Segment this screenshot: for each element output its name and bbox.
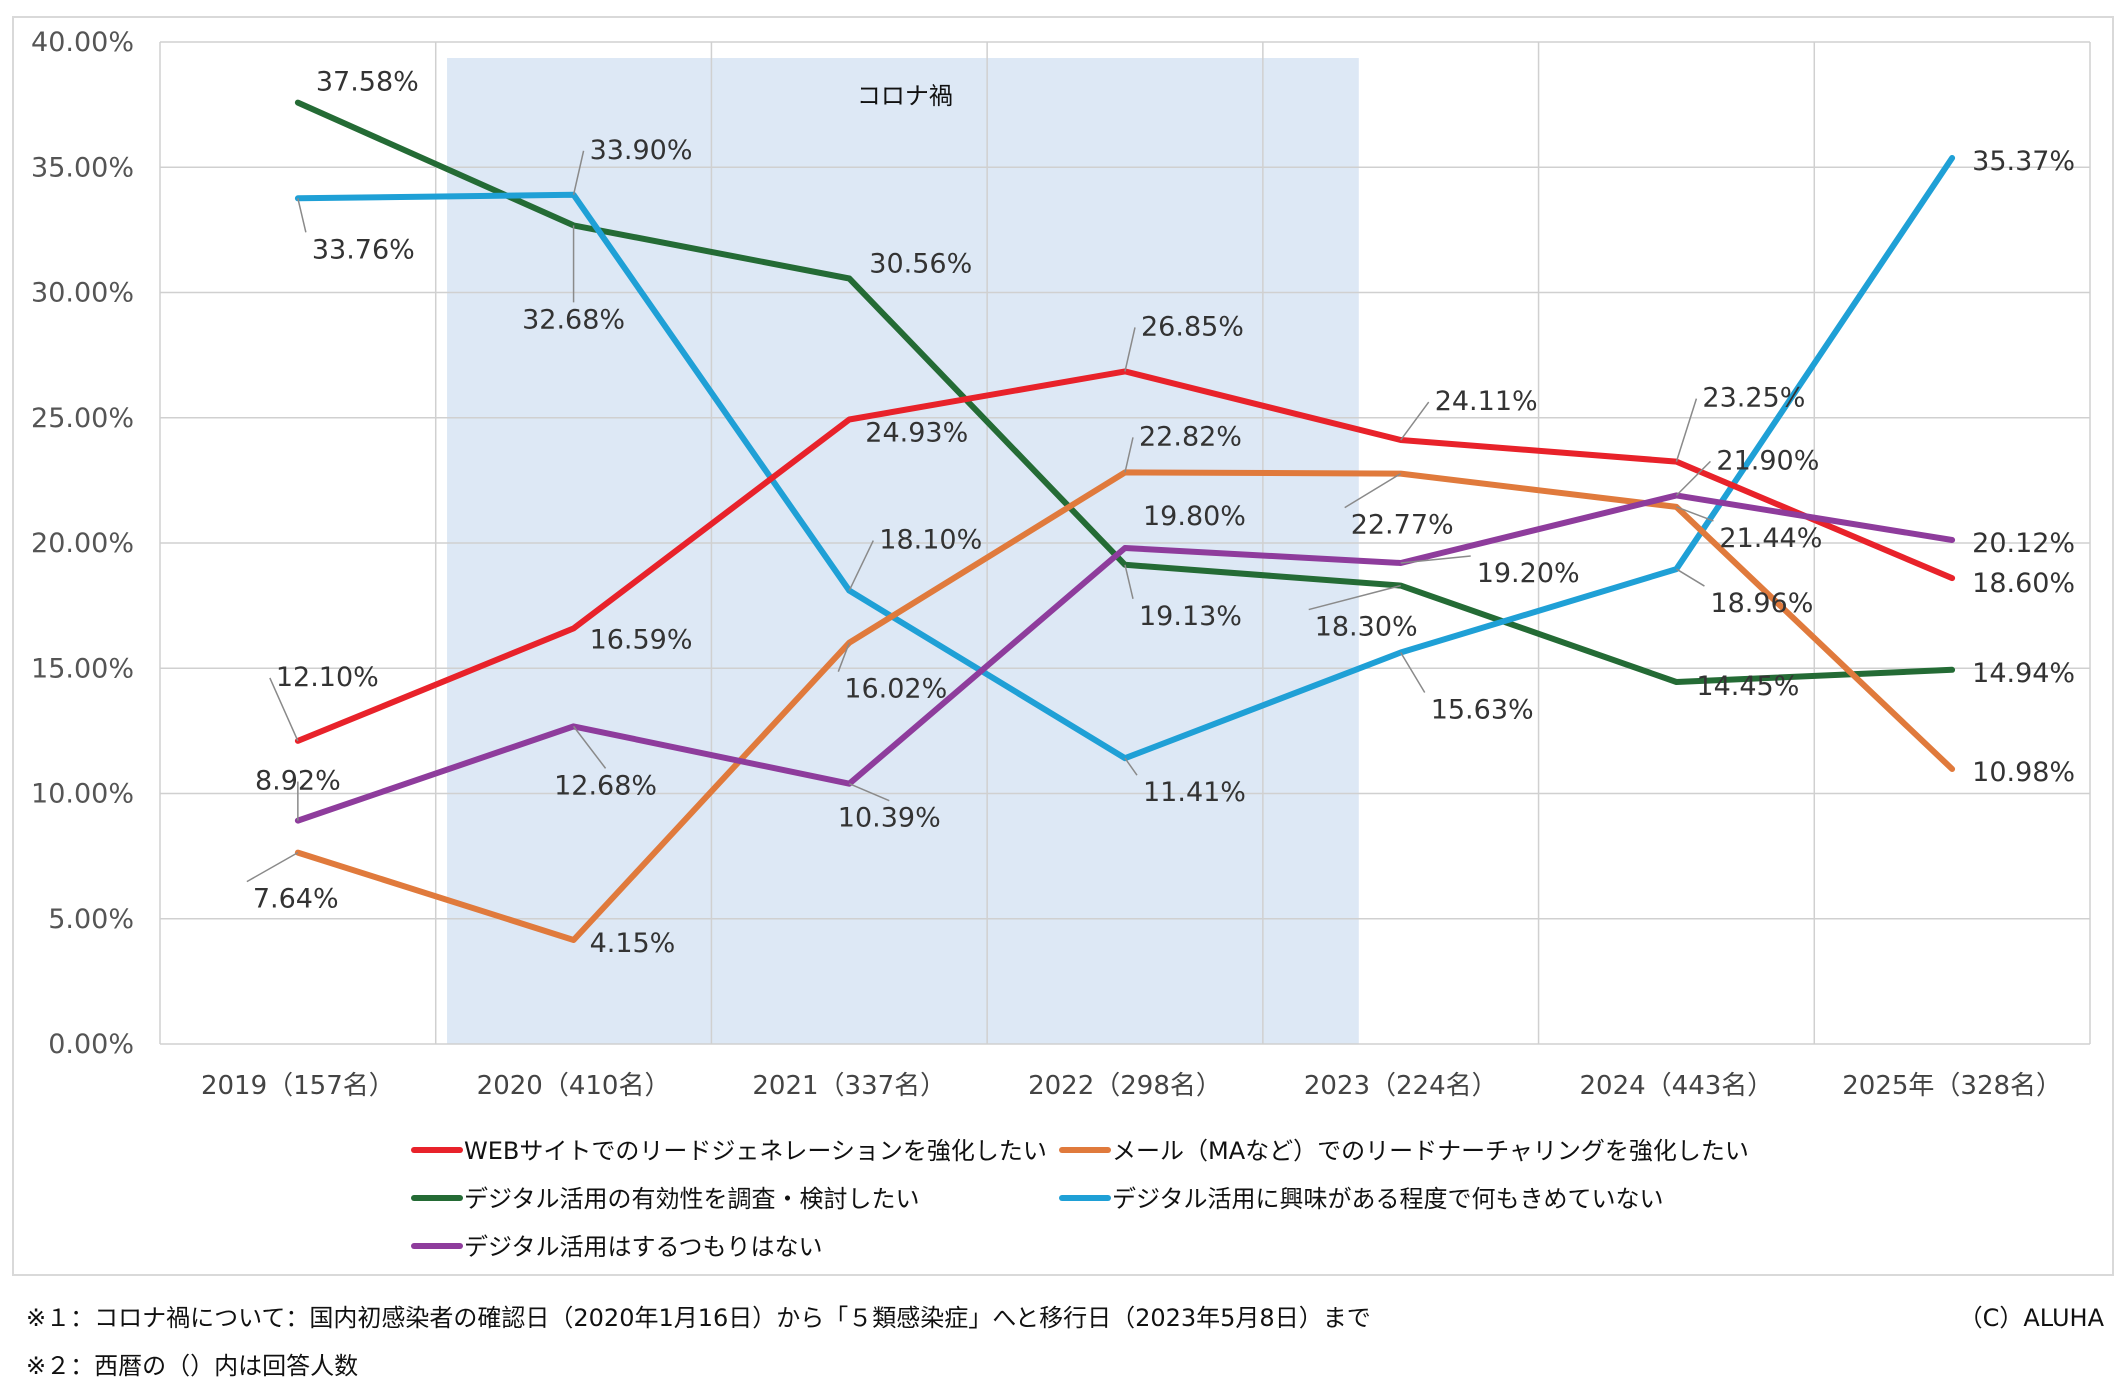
data-label: 4.15% xyxy=(590,928,676,959)
data-label-leader xyxy=(1676,506,1714,522)
chart-frame xyxy=(12,16,2114,1276)
data-label: 19.20% xyxy=(1477,558,1580,589)
x-tick-label: 2025年（328名） xyxy=(1842,1071,2062,1101)
data-label: 19.80% xyxy=(1143,501,1246,532)
data-label: 14.94% xyxy=(1972,658,2075,689)
data-label-leader xyxy=(1675,460,1711,496)
legend-label: デジタル活用はするつもりはない xyxy=(464,1233,823,1261)
legend-label: デジタル活用に興味がある程度で何もきめていない xyxy=(1112,1185,1664,1213)
data-label: 12.68% xyxy=(554,770,657,801)
data-label-leader xyxy=(1676,568,1705,587)
data-label-leader xyxy=(1124,327,1136,372)
data-label: 20.12% xyxy=(1972,528,2075,559)
x-tick-label: 2021（337名） xyxy=(752,1071,946,1101)
data-label-leader xyxy=(1124,564,1134,599)
data-label-leader xyxy=(848,783,890,802)
legend-label: デジタル活用の有効性を調査・検討したい xyxy=(464,1185,920,1213)
data-label-leader xyxy=(1400,555,1471,564)
legend-label: メール（MAなど）でのリードナーチャリングを強化したい xyxy=(1112,1137,1749,1165)
data-label: 19.13% xyxy=(1139,601,1242,632)
legend-label: WEBサイトでのリードジェネレーションを強化したい xyxy=(464,1137,1047,1165)
data-label: 23.25% xyxy=(1702,383,1805,414)
data-label-leader xyxy=(837,642,850,672)
x-tick-label: 2023（224名） xyxy=(1304,1071,1498,1101)
data-label: 12.10% xyxy=(276,662,379,693)
data-label: 16.59% xyxy=(590,624,693,655)
y-tick-label: 10.00% xyxy=(31,779,134,810)
data-label-leader xyxy=(572,150,585,195)
data-label-leader xyxy=(1344,472,1402,509)
data-label: 33.90% xyxy=(590,135,693,166)
data-label: 10.39% xyxy=(838,803,941,834)
y-tick-label: 25.00% xyxy=(31,403,134,434)
data-label: 7.64% xyxy=(253,884,339,915)
data-label-leader xyxy=(1400,401,1430,441)
data-label: 37.58% xyxy=(316,67,419,98)
data-label: 21.90% xyxy=(1716,445,1819,476)
data-label: 11.41% xyxy=(1143,777,1246,808)
data-label: 22.82% xyxy=(1139,421,1242,452)
data-label-leader xyxy=(1308,584,1401,611)
copyright-text: （C）ALUHA xyxy=(1958,1304,2104,1332)
data-label-leader xyxy=(848,540,874,591)
data-label: 26.85% xyxy=(1141,311,1244,342)
y-tick-label: 40.00% xyxy=(31,27,134,58)
y-tick-label: 30.00% xyxy=(31,278,134,309)
data-label: 18.30% xyxy=(1315,612,1418,643)
data-label: 21.44% xyxy=(1719,523,1822,554)
data-label: 14.45% xyxy=(1696,671,1799,702)
data-label-leader xyxy=(1124,757,1138,776)
data-label: 32.68% xyxy=(522,304,625,335)
data-label: 10.98% xyxy=(1972,757,2075,788)
y-tick-label: 5.00% xyxy=(48,904,134,935)
x-tick-label: 2024（443名） xyxy=(1580,1071,1774,1101)
data-label: 15.63% xyxy=(1431,694,1534,725)
footnote-1: ※１：コロナ禍について：国内初感染者の確認日（2020年1月16日）から「５類感… xyxy=(26,1304,1371,1332)
data-label-leader xyxy=(269,677,299,742)
x-tick-label: 2022（298名） xyxy=(1028,1071,1222,1101)
data-label-leader xyxy=(1400,652,1426,693)
data-label-leader xyxy=(1124,437,1134,473)
data-label: 18.60% xyxy=(1972,568,2075,599)
x-tick-label: 2019（157名） xyxy=(201,1071,395,1101)
data-label-leader xyxy=(572,725,607,769)
data-label: 16.02% xyxy=(844,674,947,705)
data-label: 24.11% xyxy=(1435,386,1538,417)
data-label: 33.76% xyxy=(312,234,415,265)
data-label-leader xyxy=(246,851,299,883)
data-label-leader xyxy=(1675,398,1698,462)
data-label: 35.37% xyxy=(1972,146,2075,177)
line-chart: コロナ禍 0.00% 5.00% 10.00% 15.00% 20.00% 25.00% 30… xyxy=(31,27,2091,1261)
y-tick-label: 15.00% xyxy=(31,653,134,684)
y-tick-label: 20.00% xyxy=(31,528,134,559)
series-line xyxy=(294,469,1956,943)
y-tick-label: 0.00% xyxy=(48,1029,134,1060)
footnote-2: ※２：西暦の（）内は回答人数 xyxy=(26,1352,359,1380)
data-label: 18.96% xyxy=(1710,588,1813,619)
data-label: 24.93% xyxy=(865,418,968,449)
x-tick-label: 2020（410名） xyxy=(477,1071,671,1101)
data-label: 22.77% xyxy=(1351,510,1454,541)
data-label: 8.92% xyxy=(255,766,341,797)
data-label: 18.10% xyxy=(879,525,982,556)
data-label-leader xyxy=(297,198,307,233)
y-tick-label: 35.00% xyxy=(31,152,134,183)
covid-period-label: コロナ禍 xyxy=(857,82,953,110)
data-label: 30.56% xyxy=(869,248,972,279)
